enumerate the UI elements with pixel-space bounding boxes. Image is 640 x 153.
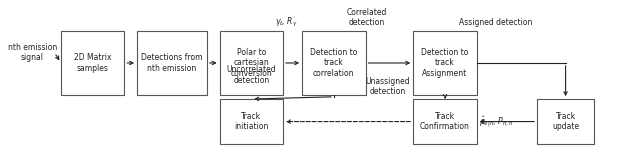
Text: Correlated
detection: Correlated detection xyxy=(347,7,387,27)
Text: Assigned detection: Assigned detection xyxy=(459,18,532,27)
FancyBboxPatch shape xyxy=(61,31,124,95)
Text: $\gamma_\ell$, $R_\gamma$: $\gamma_\ell$, $R_\gamma$ xyxy=(275,16,298,29)
Text: Detections from
nth emission: Detections from nth emission xyxy=(141,53,203,73)
Text: Track
Confirmation: Track Confirmation xyxy=(420,112,470,131)
Text: Detection to
track
Assignment: Detection to track Assignment xyxy=(421,48,468,78)
Text: 2D Matrix
samples: 2D Matrix samples xyxy=(74,53,111,73)
FancyBboxPatch shape xyxy=(413,99,477,144)
FancyBboxPatch shape xyxy=(220,31,283,95)
Text: Detection to
track
correlation: Detection to track correlation xyxy=(310,48,358,78)
FancyBboxPatch shape xyxy=(302,31,365,95)
FancyBboxPatch shape xyxy=(413,31,477,95)
Text: $\hat{\rho}_{e|n}$, $P_{n,n}$: $\hat{\rho}_{e|n}$, $P_{n,n}$ xyxy=(479,115,513,130)
FancyBboxPatch shape xyxy=(537,99,594,144)
FancyBboxPatch shape xyxy=(220,99,283,144)
Text: Uncorrelated
detection: Uncorrelated detection xyxy=(227,65,276,85)
Text: Track
update: Track update xyxy=(552,112,579,131)
Text: nth emission
signal: nth emission signal xyxy=(8,43,57,62)
FancyBboxPatch shape xyxy=(137,31,207,95)
Text: Track
initiation: Track initiation xyxy=(234,112,269,131)
Text: Unassigned
detection: Unassigned detection xyxy=(365,76,410,96)
Text: Polar to
cartesian
conversion: Polar to cartesian conversion xyxy=(230,48,272,78)
